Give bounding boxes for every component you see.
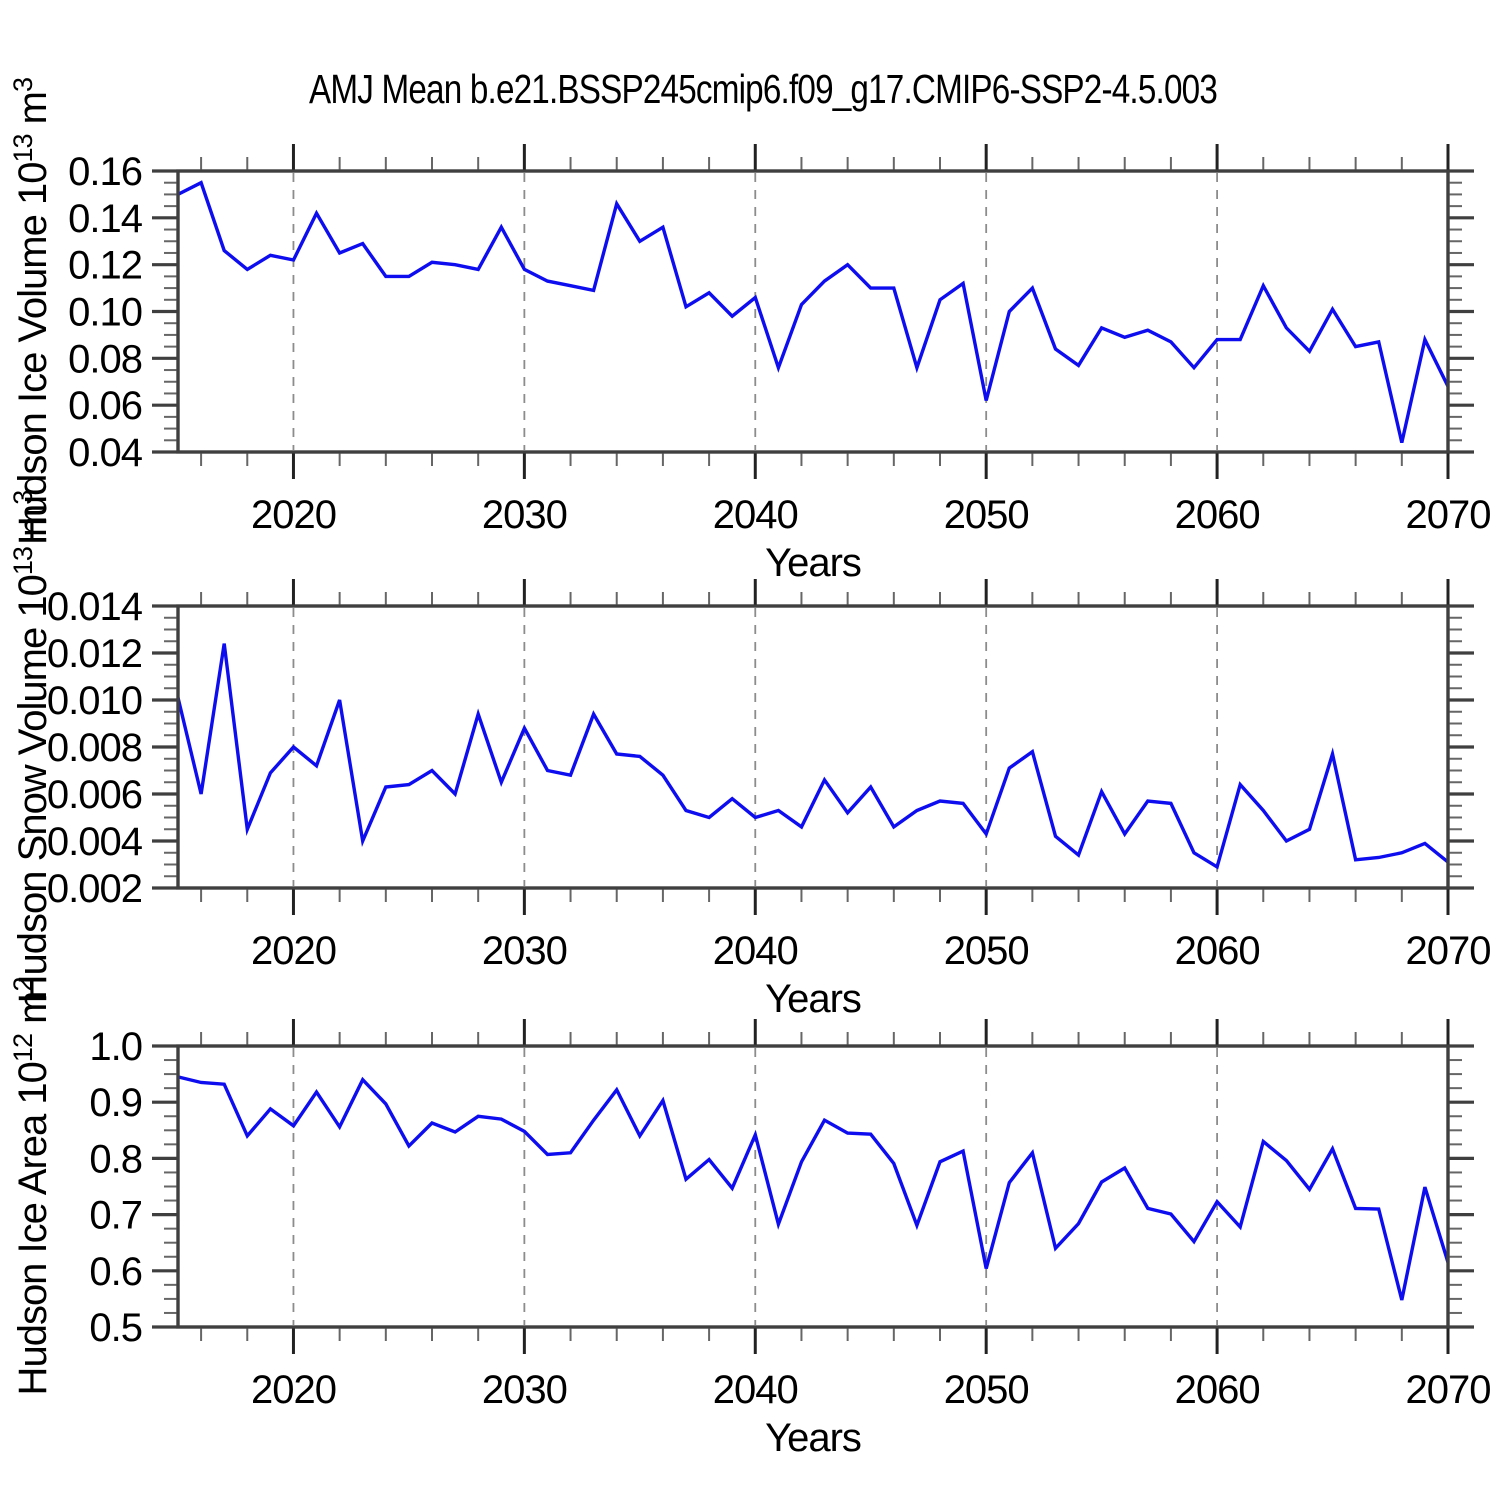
y-tick-label: 1.0 [89, 1025, 142, 1069]
x-tick-label: 2030 [482, 929, 567, 973]
x-tick-label: 2020 [251, 1368, 336, 1412]
y-tick-label: 0.5 [89, 1306, 142, 1350]
x-tick-label: 2020 [251, 493, 336, 537]
y-tick-label: 0.16 [68, 150, 142, 194]
y-tick-label: 0.004 [47, 820, 143, 864]
ice-area-panel: 2020 2030 2040 2050 2060 2070 0.5 0.6 0.7 0.8 0.9 1… [8, 978, 1491, 1460]
y-tick-label: 0.014 [47, 585, 143, 629]
x-tick-label: 2040 [713, 1368, 798, 1412]
y-axis-title: Hudson Ice Area 1012 m2 [8, 978, 55, 1396]
plot-frame [176, 169, 1450, 454]
y-tick-label: 0.012 [47, 632, 142, 676]
ice-volume-line [177, 180, 1450, 443]
y-tick-label: 0.006 [47, 773, 142, 817]
x-tick-label: 2040 [713, 493, 798, 537]
x-tick-label: 2070 [1406, 929, 1491, 973]
y-axis-title: Hudson Ice Volume 1013 m3 [8, 78, 55, 545]
y-tick-label: 0.06 [68, 384, 142, 428]
y-tick-label: 0.008 [47, 726, 142, 770]
plot-frame [176, 1044, 1450, 1329]
y-tick-label: 0.002 [47, 867, 142, 911]
ice-volume-panel: 2020 2030 2040 2050 2060 2070 0.040.060.080.10… [8, 78, 1491, 585]
plot-frame [176, 604, 1450, 890]
y-tick-label: 0.010 [47, 679, 142, 723]
x-axis-title: Years [765, 1416, 861, 1460]
y-tick-label: 0.8 [89, 1137, 142, 1181]
y-tick-label: 0.04 [68, 431, 143, 475]
y-tick-label: 0.12 [68, 244, 142, 288]
x-tick-label: 2040 [713, 929, 798, 973]
x-tick-label: 2050 [944, 929, 1029, 973]
snow-volume-panel: 2020 2030 2040 2050 2060 20700.0020.0040.0060… [8, 491, 1491, 1021]
x-tick-label: 2030 [482, 493, 567, 537]
ice-area-line [177, 1075, 1450, 1301]
x-tick-label: 2070 [1406, 1368, 1491, 1412]
x-tick-label: 2020 [251, 929, 336, 973]
x-tick-label: 2050 [944, 493, 1029, 537]
x-axis-title: Years [765, 977, 861, 1021]
x-tick-label: 2050 [944, 1368, 1029, 1412]
x-tick-label: 2030 [482, 1368, 567, 1412]
x-tick-label: 2060 [1175, 1368, 1260, 1412]
y-tick-label: 0.9 [89, 1081, 142, 1125]
y-axis-title: Hudson Snow Volume 1013 m3 [8, 491, 55, 1004]
y-tick-label: 0.14 [68, 197, 143, 241]
x-tick-label: 2060 [1175, 929, 1260, 973]
x-tick-label: 2060 [1175, 493, 1260, 537]
y-tick-label: 0.7 [89, 1194, 142, 1238]
y-tick-label: 0.10 [68, 291, 142, 335]
x-axis-title: Years [765, 541, 861, 585]
y-tick-label: 0.08 [68, 337, 142, 381]
snow-volume-line [176, 643, 1450, 870]
x-tick-label: 2070 [1406, 493, 1491, 537]
figure-title: AMJ Mean b.e21.BSSP245cmip6.f09_g17.CMIP… [309, 66, 1217, 112]
y-tick-label: 0.6 [89, 1250, 142, 1294]
